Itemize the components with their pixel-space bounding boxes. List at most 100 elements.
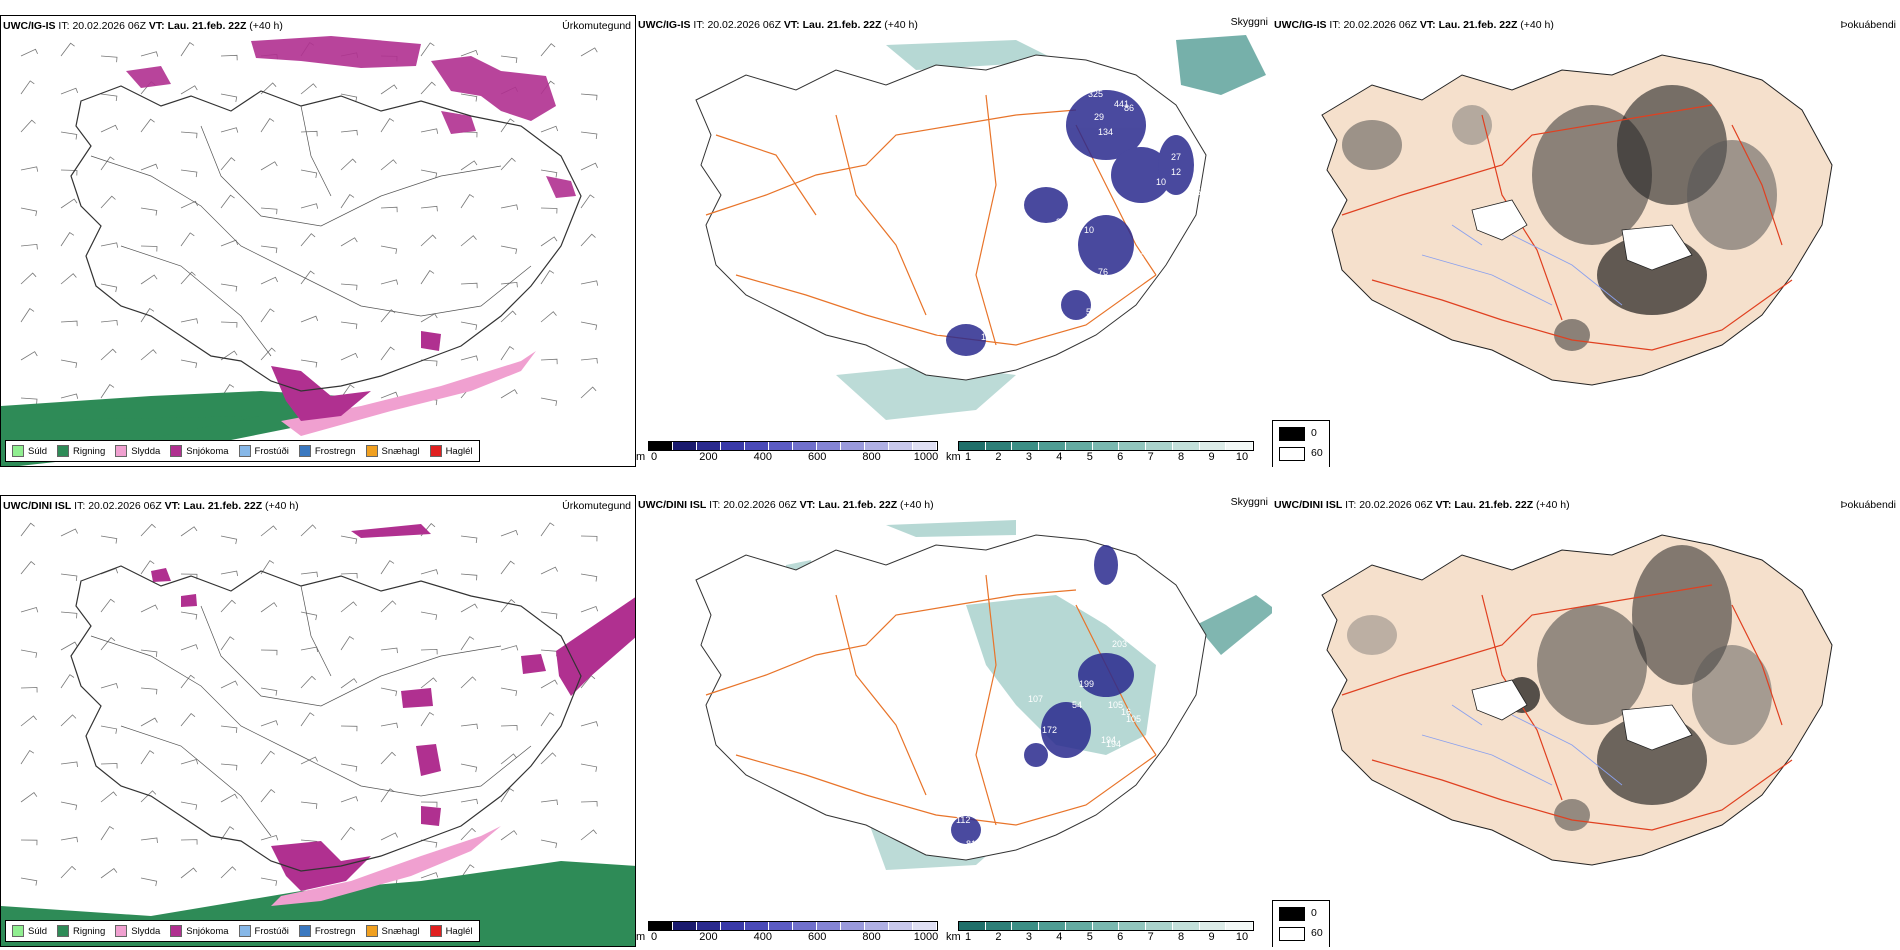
cloud-base-label: 441 xyxy=(1114,99,1129,109)
colorbar-ramp xyxy=(648,921,938,931)
cloud-base-label: 10 xyxy=(1084,225,1094,235)
wind-barb xyxy=(540,611,558,619)
wind-barb xyxy=(180,200,198,209)
colorbar-base: m 0 200 400 600 800 1000 xyxy=(636,441,938,467)
wind-barb xyxy=(220,680,238,689)
legend-item: Frostúði xyxy=(238,445,289,457)
wind-barb xyxy=(180,271,196,285)
snow-area xyxy=(521,654,546,674)
legend-item: Haglél xyxy=(429,925,473,937)
wind-barb xyxy=(260,245,278,254)
wind-barb xyxy=(420,569,439,575)
wind-barb xyxy=(100,535,118,544)
wind-barb xyxy=(140,51,159,57)
wind-barb xyxy=(220,239,239,247)
legend-label: Haglél xyxy=(445,445,473,457)
wind-barb xyxy=(100,598,115,613)
colorbar-tick: 2 xyxy=(995,931,1002,943)
legend-swatch xyxy=(57,445,70,457)
panel-variable: Úrkomutegund xyxy=(562,500,631,512)
wind-barb xyxy=(580,47,598,57)
legend-item: Frostregn xyxy=(298,925,356,937)
wind-barb xyxy=(420,81,436,95)
wind-barb xyxy=(100,283,118,293)
vis-area xyxy=(886,520,1016,537)
precip-map-row2 xyxy=(1,522,635,946)
wind-barb xyxy=(60,674,75,689)
wind-barb xyxy=(60,836,78,843)
colorbar-tick: 7 xyxy=(1147,451,1154,463)
cloud-base-label: 105 xyxy=(1126,714,1141,724)
legend-swatch xyxy=(170,445,183,457)
wind-barb xyxy=(100,637,116,651)
snow-area xyxy=(416,744,441,776)
wind-barb xyxy=(340,796,359,803)
wind-barb xyxy=(580,573,598,582)
wind-barb xyxy=(20,715,37,727)
wind-barb xyxy=(380,346,395,361)
wind-barb xyxy=(460,573,478,581)
wind-barb xyxy=(220,793,238,803)
wind-barb xyxy=(100,195,116,209)
legend-swatch xyxy=(115,445,128,457)
wind-barb xyxy=(220,321,238,328)
legend-item: Snjókoma xyxy=(170,925,229,937)
wind-barb xyxy=(220,194,235,209)
cloud-base-label: 12 xyxy=(1171,167,1181,177)
cloud-base-label: 105 xyxy=(1108,700,1123,710)
wind-barb xyxy=(340,826,355,841)
wind-barb xyxy=(340,601,357,613)
precip-legend: Súld Rigning Slydda Snjókoma Frostúði Frostre… xyxy=(5,920,480,942)
wind-barb xyxy=(460,235,477,247)
panel-variable: Þokuábendi xyxy=(1840,499,1896,511)
wind-barb xyxy=(260,720,279,727)
legend-label: Snæhagl xyxy=(381,925,420,937)
wind-barb xyxy=(580,386,597,399)
wind-barb xyxy=(20,561,36,575)
cloud-base-label: 194 xyxy=(1106,739,1121,749)
precip-legend: Súld Rigning Slydda Snjókoma Frostúði Frostre… xyxy=(5,440,480,462)
base-clusters xyxy=(946,90,1194,356)
wind-barb xyxy=(180,42,195,57)
wind-barb xyxy=(20,351,38,361)
wind-barb xyxy=(580,162,598,171)
wind-barb xyxy=(140,349,157,361)
wind-barb xyxy=(100,242,119,248)
cloud-base-label: 81 xyxy=(966,839,976,849)
colorbar-tick: 10 xyxy=(1235,931,1249,943)
wind-barb xyxy=(220,725,238,733)
wind-barb xyxy=(380,118,395,133)
wind-barb xyxy=(340,194,355,209)
wind-barb xyxy=(580,535,598,542)
wind-barb xyxy=(300,756,318,765)
wind-barb xyxy=(20,607,39,613)
legend-item: Slydda xyxy=(115,445,160,457)
colorbar-tick: 0 xyxy=(650,931,658,943)
wind-barb xyxy=(460,355,479,361)
snow-area xyxy=(271,366,371,421)
colorbar-tick: 9 xyxy=(1208,931,1215,943)
wind-barb xyxy=(180,759,199,765)
wind-barb xyxy=(500,753,517,765)
snow-area xyxy=(556,597,635,696)
wind-barb xyxy=(260,276,278,285)
wind-barb xyxy=(500,560,515,575)
roads xyxy=(705,574,1157,826)
wind-barb xyxy=(340,384,355,399)
wind-barb xyxy=(140,877,158,887)
legend-item: Frostúði xyxy=(238,925,289,937)
fog-map-row2 xyxy=(1321,534,1833,866)
cloud-base-label: 51 xyxy=(1086,307,1096,317)
wind-barb xyxy=(60,611,78,619)
wind-barb xyxy=(20,877,38,886)
colorbar-tick: 600 xyxy=(808,931,827,943)
cloud-base-label: 86 xyxy=(1124,103,1134,113)
snow-area xyxy=(351,524,431,538)
legend-label: Súld xyxy=(28,925,48,937)
wind-barb xyxy=(300,270,315,285)
wind-barb xyxy=(20,272,37,285)
wind-barb xyxy=(60,801,78,811)
colorbar-tick: 8 xyxy=(1178,931,1185,943)
legend-label: Snæhagl xyxy=(381,445,420,457)
